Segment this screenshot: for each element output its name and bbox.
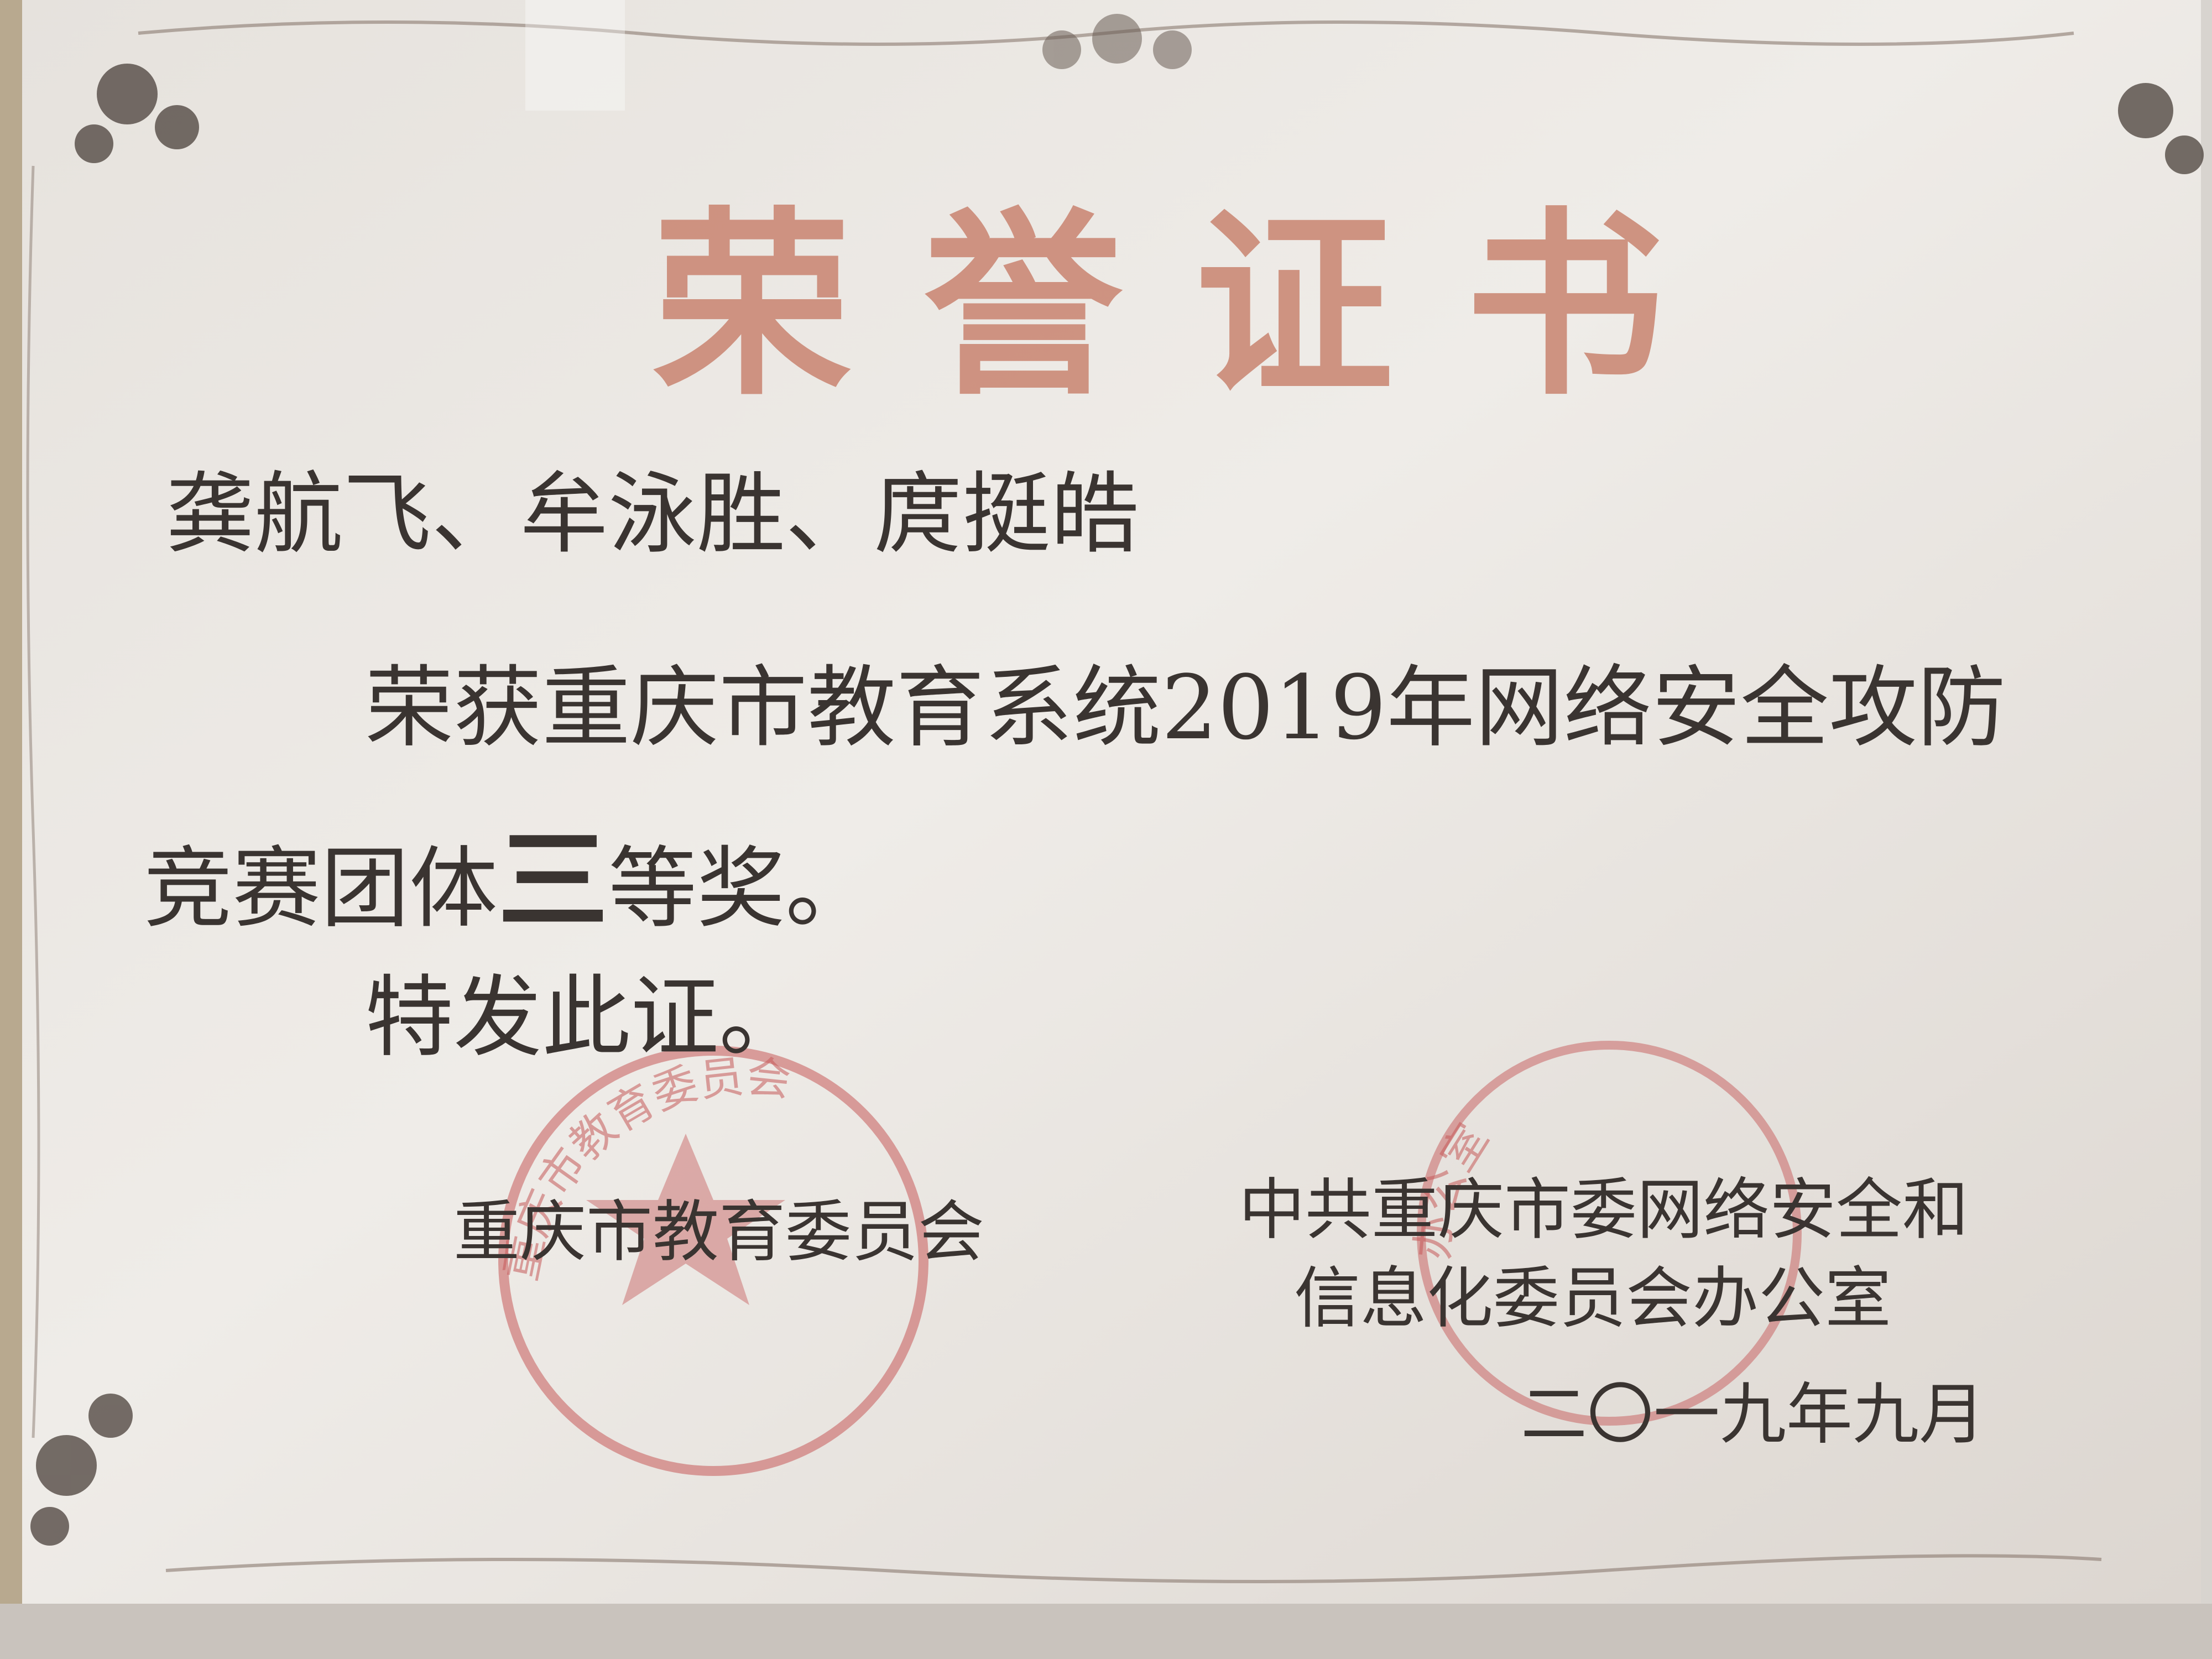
issue-date: 二〇一九年九月 <box>1521 1376 1985 1453</box>
recipient-names: 龚航飞、牟泳胜、庹挺皓 <box>166 462 1140 566</box>
left-border-ornament <box>26 165 40 1438</box>
frame-left <box>0 0 22 1604</box>
paper <box>11 0 2201 1604</box>
corner-flower-bottom-left <box>30 1394 133 1546</box>
issuer-left: 重庆市教育委员会 <box>453 1194 984 1271</box>
issuer-right-line2: 信息化委员会办公室 <box>1294 1260 1891 1337</box>
corner-flower-top-right <box>2118 83 2204 174</box>
corner-flower-top-center <box>1042 14 1192 69</box>
award-text-line2: 竞赛团体三等奖。 <box>144 791 874 951</box>
award-grade: 三 <box>498 816 609 946</box>
award-text-line1: 荣获重庆市教育系统2019年网络安全攻防 <box>365 656 2006 759</box>
award-line2-prefix: 竞赛团体 <box>144 837 498 940</box>
corner-flower-top-left <box>75 64 199 163</box>
glare <box>525 0 625 111</box>
certificate-title: 荣誉证书 <box>653 188 1736 422</box>
frame-bottom <box>0 1604 2212 1659</box>
issuer-right-line1: 中共重庆市委网络安全和 <box>1239 1172 1969 1249</box>
award-line2-suffix: 等奖。 <box>608 837 874 940</box>
closing-text: 特发此证。 <box>365 966 808 1069</box>
bottom-border-ornament <box>165 1554 2102 1583</box>
seal-left-star <box>586 1134 785 1305</box>
